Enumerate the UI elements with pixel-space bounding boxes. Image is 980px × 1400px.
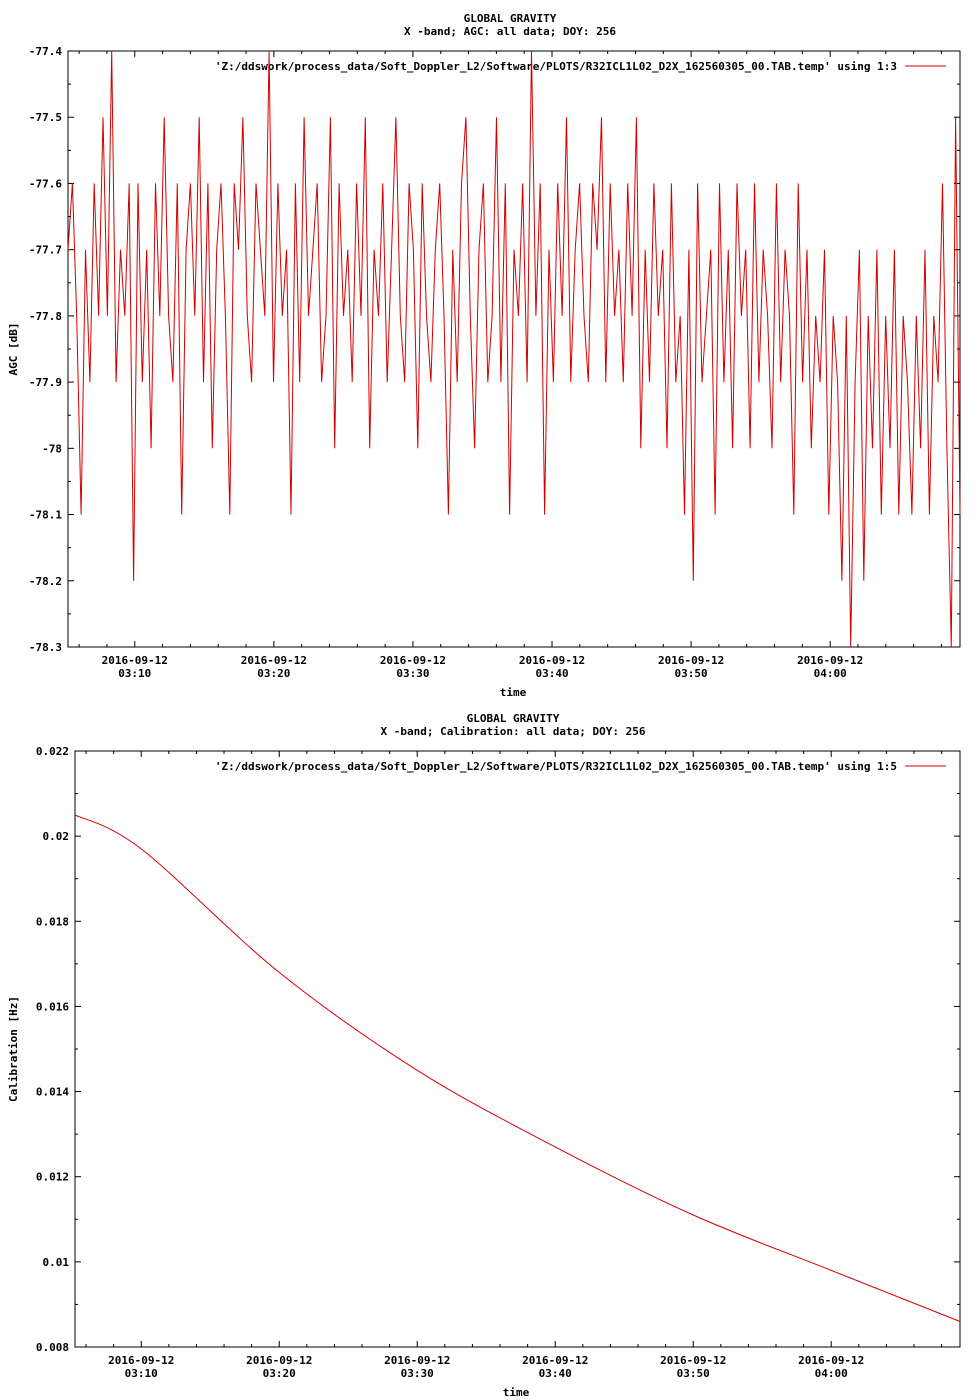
agc-x-tick-date: 2016-09-12 bbox=[380, 654, 446, 667]
agc-y-axis-label: AGC [dB] bbox=[7, 323, 20, 376]
agc-y-tick-label: -78 bbox=[42, 442, 62, 455]
calibration-x-tick-time: 03:30 bbox=[401, 1367, 434, 1380]
calibration-x-tick-time: 03:10 bbox=[125, 1367, 158, 1380]
calibration-y-tick-label: 0.012 bbox=[36, 1171, 69, 1184]
agc-x-tick-time: 03:20 bbox=[257, 667, 290, 680]
agc-y-tick-label: -77.4 bbox=[29, 45, 62, 58]
agc-x-axis-label: time bbox=[500, 686, 527, 699]
calibration-plot-frame bbox=[74, 750, 961, 1348]
agc-y-tick-label: -78.2 bbox=[29, 575, 62, 588]
agc-x-tick-time: 03:50 bbox=[675, 667, 708, 680]
calibration-chart-subtitle: X -band; Calibration: all data; DOY: 256 bbox=[381, 725, 646, 738]
agc-x-tick-date: 2016-09-12 bbox=[241, 654, 307, 667]
calibration-chart: GLOBAL GRAVITY X -band; Calibration: all… bbox=[7, 712, 961, 1399]
calibration-y-tick-label: 0.022 bbox=[36, 745, 69, 758]
agc-y-tick-label: -78.1 bbox=[29, 509, 62, 522]
calibration-x-tick-date: 2016-09-12 bbox=[384, 1354, 450, 1367]
calibration-x-tick-date: 2016-09-12 bbox=[522, 1354, 588, 1367]
agc-x-tick-time: 03:10 bbox=[118, 667, 151, 680]
calibration-x-tick-date: 2016-09-12 bbox=[660, 1354, 726, 1367]
agc-y-tick-label: -78.3 bbox=[29, 641, 62, 654]
calibration-chart-title: GLOBAL GRAVITY bbox=[467, 712, 560, 725]
calibration-legend-label: 'Z:/ddswork/process_data/Soft_Doppler_L2… bbox=[215, 760, 897, 773]
calibration-x-tick-time: 03:50 bbox=[677, 1367, 710, 1380]
agc-y-tick-label: -77.9 bbox=[29, 376, 62, 389]
agc-x-tick-time: 04:00 bbox=[814, 667, 847, 680]
calibration-y-tick-label: 0.01 bbox=[43, 1256, 70, 1269]
calibration-y-axis: 0.022 0.02 0.018 0.016 0.014 0.012 0.01 0.008 bbox=[36, 745, 960, 1354]
agc-chart-title: GLOBAL GRAVITY bbox=[464, 12, 557, 25]
calibration-x-axis: 2016-09-1203:102016-09-1203:202016-09-12… bbox=[85, 751, 943, 1380]
calibration-x-tick-date: 2016-09-12 bbox=[108, 1354, 174, 1367]
agc-x-tick-date: 2016-09-12 bbox=[102, 654, 168, 667]
calibration-y-tick-label: 0.02 bbox=[43, 830, 70, 843]
agc-x-tick-time: 03:30 bbox=[396, 667, 429, 680]
agc-y-tick-label: -77.7 bbox=[29, 244, 62, 257]
agc-series-line bbox=[67, 50, 961, 648]
agc-chart: GLOBAL GRAVITY X -band; AGC: all data; D… bbox=[7, 12, 961, 699]
calibration-y-tick-label: 0.016 bbox=[36, 1000, 69, 1013]
calibration-x-tick-time: 03:20 bbox=[263, 1367, 296, 1380]
calibration-x-axis-label: time bbox=[503, 1386, 530, 1399]
agc-x-tick-date: 2016-09-12 bbox=[519, 654, 585, 667]
agc-x-tick-time: 03:40 bbox=[535, 667, 568, 680]
agc-x-axis: 2016-09-1203:102016-09-1203:202016-09-12… bbox=[78, 51, 942, 680]
calibration-x-tick-date: 2016-09-12 bbox=[798, 1354, 864, 1367]
agc-y-tick-label: -77.6 bbox=[29, 177, 62, 190]
calibration-y-tick-label: 0.018 bbox=[36, 915, 69, 928]
agc-legend-label: 'Z:/ddswork/process_data/Soft_Doppler_L2… bbox=[215, 60, 897, 73]
agc-x-tick-date: 2016-09-12 bbox=[658, 654, 724, 667]
agc-y-tick-label: -77.8 bbox=[29, 310, 62, 323]
agc-y-axis: -77.4 -77.5 -77.6 -77.7 -77.8 -77.9 -78 -78.1 -7… bbox=[29, 45, 960, 654]
calibration-series-line bbox=[74, 814, 961, 1322]
agc-chart-subtitle: X -band; AGC: all data; DOY: 256 bbox=[404, 25, 616, 38]
calibration-x-tick-time: 03:40 bbox=[539, 1367, 572, 1380]
agc-y-tick-label: -77.5 bbox=[29, 111, 62, 124]
calibration-x-tick-time: 04:00 bbox=[815, 1367, 848, 1380]
calibration-y-tick-label: 0.014 bbox=[36, 1086, 69, 1099]
calibration-x-tick-date: 2016-09-12 bbox=[246, 1354, 312, 1367]
calibration-y-axis-label: Calibration [Hz] bbox=[7, 996, 20, 1102]
agc-x-tick-date: 2016-09-12 bbox=[797, 654, 863, 667]
calibration-y-tick-label: 0.008 bbox=[36, 1341, 69, 1354]
